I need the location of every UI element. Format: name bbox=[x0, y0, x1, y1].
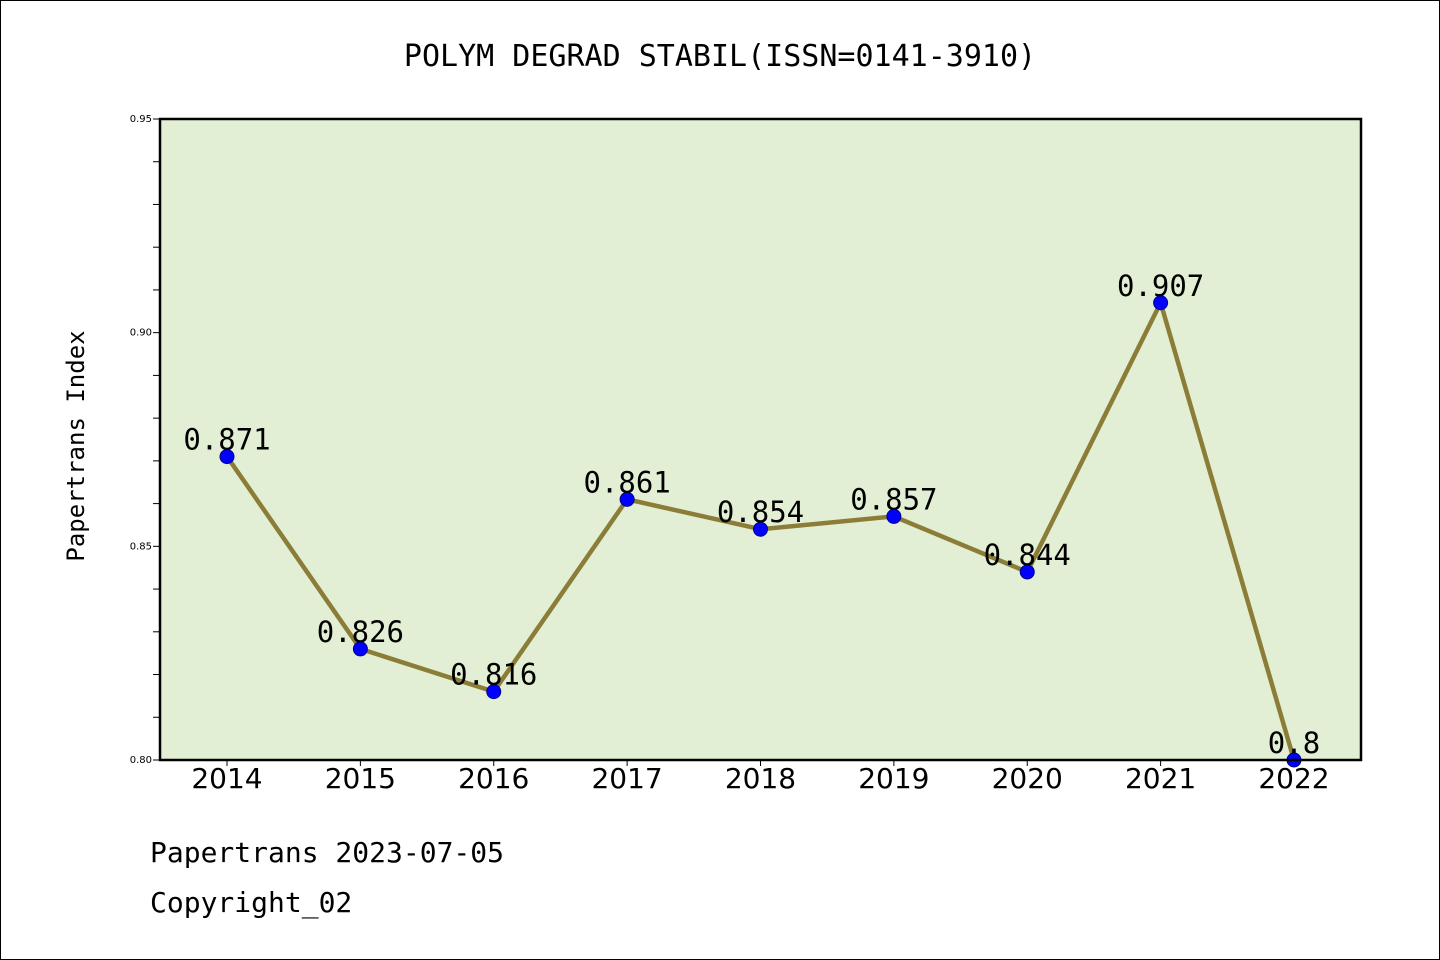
data-point bbox=[352, 641, 368, 657]
data-markers bbox=[219, 295, 1302, 768]
footer-copyright: Copyright_02 bbox=[150, 886, 353, 919]
data-point bbox=[886, 508, 902, 524]
x-axis-ticks: 2014 2015 2016 2017 2018 2019 2020 2021 2022 bbox=[191, 760, 1330, 795]
data-point bbox=[1153, 295, 1169, 311]
data-point bbox=[1019, 564, 1035, 580]
x-tick-label: 2014 bbox=[191, 762, 262, 795]
data-label: 0.844 bbox=[984, 538, 1071, 572]
y-tick-label: 0.90 bbox=[130, 328, 152, 339]
data-label: 0.816 bbox=[450, 658, 537, 692]
data-point bbox=[486, 684, 502, 700]
plot-border bbox=[158, 117, 1363, 762]
x-tick-label: 2015 bbox=[325, 762, 396, 795]
data-point bbox=[619, 491, 635, 507]
y-tick-label: 0.80 bbox=[130, 755, 152, 766]
x-tick-label: 2016 bbox=[458, 762, 529, 795]
data-label: 0.907 bbox=[1117, 269, 1204, 303]
data-label: 0.857 bbox=[850, 482, 937, 516]
x-tick-label: 2020 bbox=[992, 762, 1063, 795]
y-axis-label: Papertrans Index bbox=[62, 330, 90, 561]
footer-date: Papertrans 2023-07-05 bbox=[150, 836, 505, 869]
data-label: 0.871 bbox=[183, 423, 270, 457]
data-label: 0.826 bbox=[317, 615, 404, 649]
y-tick-label: 0.85 bbox=[130, 541, 152, 552]
data-point bbox=[753, 521, 768, 537]
data-label: 0.854 bbox=[717, 495, 804, 529]
x-tick-label: 2019 bbox=[858, 762, 929, 795]
data-label: 0.861 bbox=[583, 465, 670, 499]
y-tick-label: 0.95 bbox=[130, 114, 152, 125]
plot-area bbox=[160, 119, 1361, 760]
x-tick-label: 2018 bbox=[725, 762, 796, 795]
x-tick-label: 2017 bbox=[591, 762, 662, 795]
data-point bbox=[219, 449, 235, 465]
data-label: 0.8 bbox=[1268, 726, 1320, 760]
data-labels: 0.871 0.826 0.816 0.861 0.854 0.857 0.844 0.907… bbox=[183, 269, 1320, 760]
y-axis-ticks: 0.80 0.85 0.90 0.95 bbox=[130, 114, 160, 766]
chart-title: POLYM DEGRAD STABIL(ISSN=0141-3910) bbox=[404, 39, 1036, 74]
x-tick-label: 2021 bbox=[1125, 762, 1196, 795]
